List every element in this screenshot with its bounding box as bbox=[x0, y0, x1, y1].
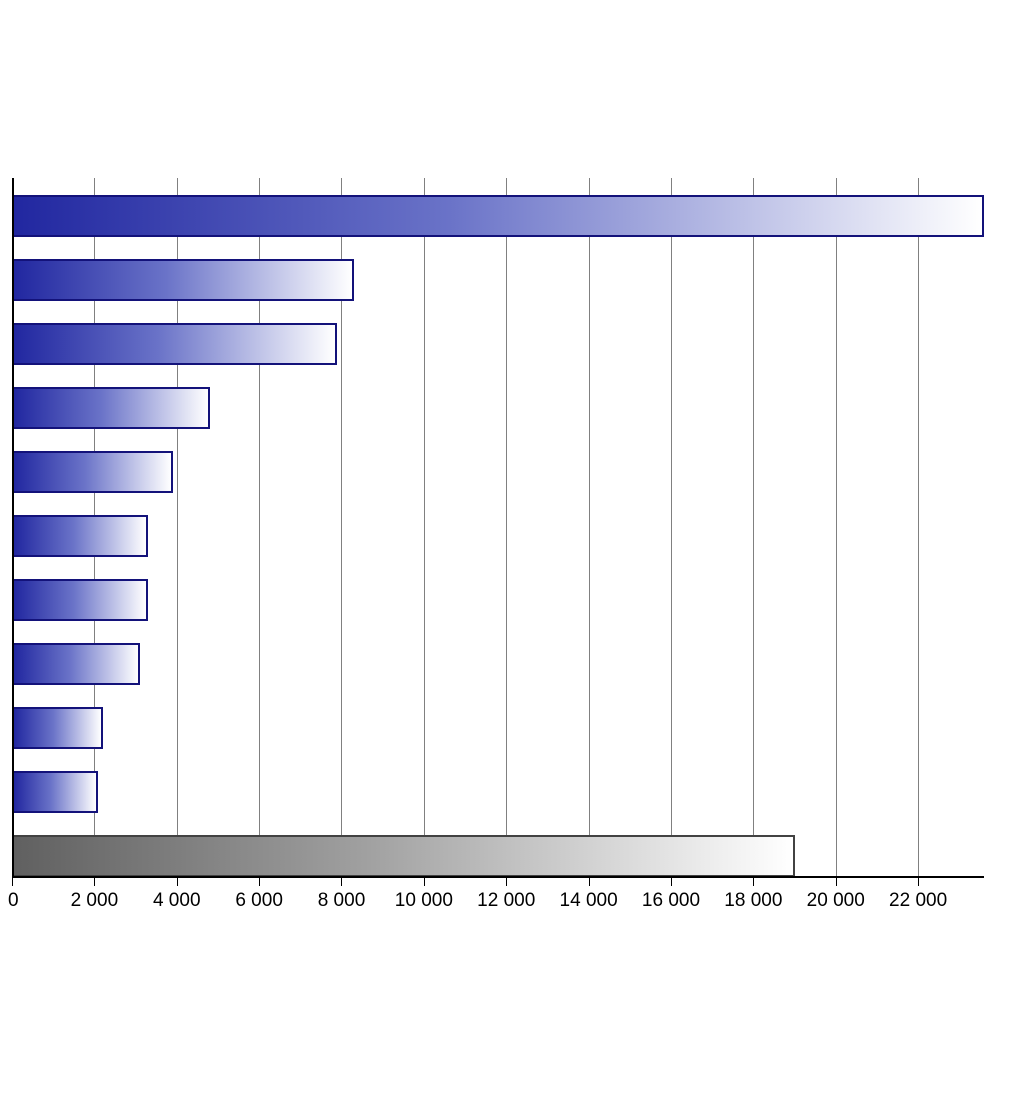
bar bbox=[12, 579, 148, 621]
x-tick-label: 4 000 bbox=[153, 890, 201, 912]
x-tick bbox=[671, 878, 672, 886]
bar bbox=[12, 515, 148, 557]
gridline bbox=[424, 178, 425, 878]
x-tick-label: 20 000 bbox=[807, 890, 865, 912]
x-tick-label: 2 000 bbox=[71, 890, 119, 912]
gridline bbox=[918, 178, 919, 878]
x-tick bbox=[753, 878, 754, 886]
bar bbox=[12, 771, 98, 813]
gridline bbox=[506, 178, 507, 878]
x-tick-label: 18 000 bbox=[724, 890, 782, 912]
bar bbox=[12, 835, 795, 877]
x-tick bbox=[12, 878, 13, 886]
bar bbox=[12, 323, 337, 365]
x-tick-label: 12 000 bbox=[477, 890, 535, 912]
bar bbox=[12, 387, 210, 429]
x-tick-label: 0 bbox=[8, 890, 19, 912]
x-axis bbox=[12, 876, 984, 878]
x-tick-label: 22 000 bbox=[889, 890, 947, 912]
x-tick bbox=[341, 878, 342, 886]
gridline bbox=[836, 178, 837, 878]
x-tick bbox=[836, 878, 837, 886]
bar bbox=[12, 195, 984, 237]
gridline bbox=[589, 178, 590, 878]
x-tick-label: 10 000 bbox=[395, 890, 453, 912]
bar bbox=[12, 451, 173, 493]
y-axis bbox=[12, 178, 14, 878]
x-tick-label: 8 000 bbox=[318, 890, 366, 912]
x-tick bbox=[424, 878, 425, 886]
bar bbox=[12, 259, 354, 301]
x-tick-label: 6 000 bbox=[235, 890, 283, 912]
gridline bbox=[753, 178, 754, 878]
gridline bbox=[671, 178, 672, 878]
x-tick bbox=[259, 878, 260, 886]
x-tick bbox=[506, 878, 507, 886]
x-tick-label: 14 000 bbox=[560, 890, 618, 912]
plot-area: 02 0004 0006 0008 00010 00012 00014 0001… bbox=[12, 178, 984, 878]
bar bbox=[12, 707, 103, 749]
bar bbox=[12, 643, 140, 685]
x-tick bbox=[589, 878, 590, 886]
bar-chart: 02 0004 0006 0008 00010 00012 00014 0001… bbox=[12, 178, 984, 878]
x-tick bbox=[918, 878, 919, 886]
x-tick bbox=[177, 878, 178, 886]
x-tick-label: 16 000 bbox=[642, 890, 700, 912]
x-tick bbox=[94, 878, 95, 886]
